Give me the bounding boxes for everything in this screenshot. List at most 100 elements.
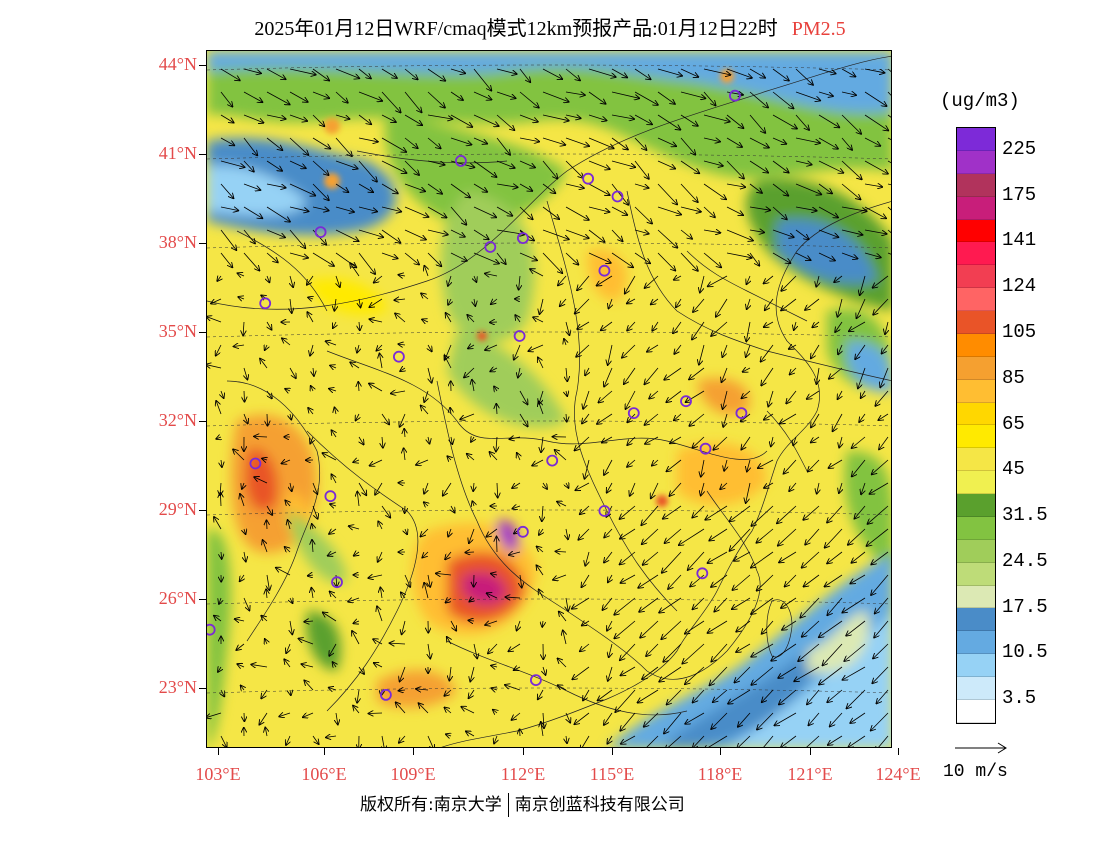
wind-vector: [880, 367, 889, 387]
wind-vector: [604, 712, 613, 725]
station-marker[interactable]: [611, 190, 624, 203]
wind-vector: [377, 344, 383, 351]
station-marker[interactable]: [516, 232, 529, 245]
wind-vector: [811, 413, 820, 427]
wind-vector: [427, 91, 445, 108]
station-marker[interactable]: [598, 505, 611, 517]
wind-vector: [841, 114, 861, 134]
station-marker[interactable]: [546, 454, 559, 467]
station-marker[interactable]: [331, 576, 343, 589]
station-marker[interactable]: [379, 689, 392, 701]
station-marker[interactable]: [735, 407, 748, 420]
wind-vector: [428, 643, 430, 658]
wind-vector: [566, 735, 567, 743]
wind-vector: [827, 689, 843, 702]
wind-vector: [749, 68, 765, 78]
wind-vector: [764, 321, 774, 327]
wind-vector: [289, 137, 308, 155]
station-marker[interactable]: [324, 490, 337, 503]
station-marker[interactable]: [484, 241, 497, 253]
wind-vector: [711, 712, 728, 729]
station-marker[interactable]: [598, 264, 611, 277]
station-marker[interactable]: [392, 350, 405, 363]
colorbar-label: 31.5: [1002, 504, 1048, 527]
wind-vector: [399, 344, 406, 345]
wind-vector: [276, 568, 291, 576]
wind-vector: [751, 551, 774, 568]
wind-vector: [701, 459, 704, 477]
wind-vector: [565, 92, 585, 95]
wind-vector: [827, 505, 843, 523]
wind-vector: [267, 321, 272, 330]
wind-vector: [542, 114, 569, 121]
wind-vector: [705, 505, 728, 520]
wind-vector: [830, 712, 843, 726]
forecast-map[interactable]: [206, 50, 892, 748]
wind-vector: [772, 137, 786, 144]
wind-vector: [359, 298, 361, 307]
wind-vector: [627, 299, 636, 303]
station-marker[interactable]: [680, 395, 692, 408]
station-marker[interactable]: [582, 172, 595, 185]
wind-vector: [494, 735, 497, 743]
station-marker[interactable]: [259, 297, 272, 310]
colorbar-label: 45: [1002, 458, 1025, 481]
wind-vector: [519, 114, 538, 122]
wind-vector: [847, 689, 866, 708]
wind-vector: [466, 731, 475, 736]
wind-vector: [670, 482, 682, 496]
wind-vector: [543, 666, 546, 675]
wind-vector: [611, 183, 628, 205]
wind-vector: [749, 91, 768, 108]
station-marker[interactable]: [529, 674, 542, 686]
station-marker[interactable]: [513, 330, 526, 342]
station-marker[interactable]: [729, 89, 741, 102]
station-marker[interactable]: [627, 407, 640, 420]
copyright-text: 版权所有:南京大学: [360, 795, 502, 815]
latitude-gridline: [207, 64, 891, 71]
wind-vector: [871, 712, 889, 731]
wind-vector: [243, 114, 263, 123]
wind-reference-arrow: [955, 742, 1007, 754]
station-marker[interactable]: [699, 442, 712, 455]
station-marker[interactable]: [516, 525, 529, 538]
station-marker[interactable]: [207, 623, 216, 636]
wind-vector: [519, 413, 528, 426]
wind-vector: [611, 160, 635, 167]
wind-vector: [585, 459, 590, 479]
wind-vector: [588, 183, 610, 195]
colorbar-label: 105: [1002, 320, 1037, 343]
wind-vector: [620, 505, 636, 519]
wind-vector: [601, 321, 613, 330]
colorbar-segment: [957, 196, 995, 220]
wind-vector: [461, 707, 475, 714]
wind-vector: [611, 206, 627, 215]
wind-vector: [313, 367, 314, 376]
wind-vector: [657, 68, 682, 76]
wind-vector: [261, 616, 268, 621]
wind-vector: [772, 252, 790, 263]
wind-vector: [761, 367, 774, 385]
station-marker[interactable]: [249, 457, 262, 470]
wind-vector: [576, 482, 590, 490]
longitude-tick: [324, 748, 325, 755]
wind-vector: [781, 597, 797, 608]
wind-vector: [800, 597, 820, 618]
wind-vector: [368, 575, 383, 578]
station-marker[interactable]: [314, 226, 327, 239]
wind-vector: [358, 382, 359, 392]
wind-vector: [394, 299, 406, 300]
wind-vector: [711, 643, 728, 662]
station-marker[interactable]: [696, 567, 709, 580]
wind-vector: [290, 298, 292, 313]
wind-vector: [762, 620, 774, 634]
wind-vector: [542, 68, 562, 79]
station-marker[interactable]: [454, 155, 467, 167]
wind-vector: [778, 666, 797, 678]
colorbar-segment: [957, 219, 995, 243]
wind-vector: [638, 574, 659, 588]
colorbar-label: 17.5: [1002, 595, 1048, 618]
colorbar-segment: [957, 128, 995, 151]
wind-vector: [875, 597, 889, 613]
wind-vector: [326, 736, 337, 737]
